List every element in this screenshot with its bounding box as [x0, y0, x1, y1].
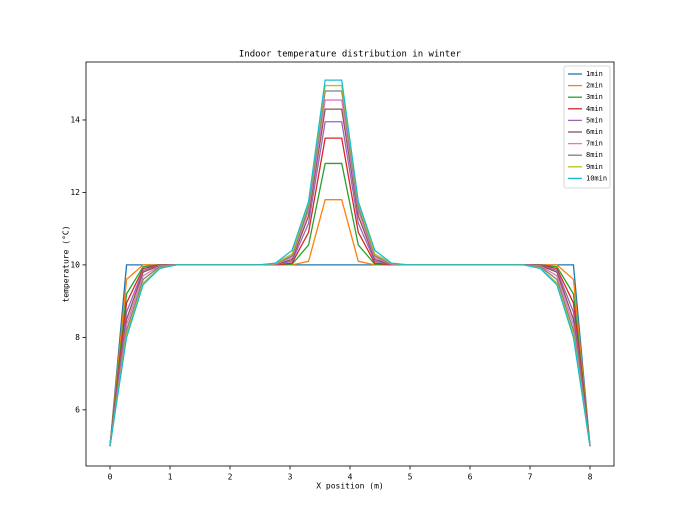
legend-label: 1min	[586, 70, 603, 78]
x-tick-label: 0	[108, 473, 113, 482]
y-tick-label: 8	[75, 333, 80, 342]
x-tick-label: 3	[288, 473, 293, 482]
legend-label: 7min	[586, 140, 603, 148]
x-tick-label: 7	[528, 473, 533, 482]
x-tick-label: 8	[588, 473, 593, 482]
legend-label: 8min	[586, 151, 603, 159]
series-line	[109, 79, 591, 447]
legend-label: 10min	[586, 174, 607, 182]
y-tick-label: 14	[70, 115, 80, 124]
legend-label: 4min	[586, 105, 603, 113]
legend-label: 5min	[586, 116, 603, 124]
legend-label: 3min	[586, 93, 603, 101]
y-tick-label: 12	[70, 188, 80, 197]
plot-lines	[109, 79, 591, 447]
legend: 1min 2min 3min 4min 5min 6min 7min 8min 9min 10mi…	[563, 65, 611, 189]
legend-label: 2min	[586, 82, 603, 90]
y-tick-label: 6	[75, 405, 80, 414]
y-axis-label: temperature (°C)	[62, 225, 71, 302]
legend-label: 9min	[586, 163, 603, 171]
x-axis-label: X position (m)	[316, 482, 383, 491]
x-tick-label: 1	[168, 473, 173, 482]
chart-title: Indoor temperature distribution in winte…	[239, 50, 462, 60]
legend-box	[563, 65, 611, 189]
x-tick-label: 5	[408, 473, 413, 482]
y-tick-label: 10	[70, 260, 80, 269]
x-tick-label: 2	[228, 473, 233, 482]
legend-label: 6min	[586, 128, 603, 136]
x-tick-label: 6	[468, 473, 473, 482]
x-tick-label: 4	[348, 473, 353, 482]
